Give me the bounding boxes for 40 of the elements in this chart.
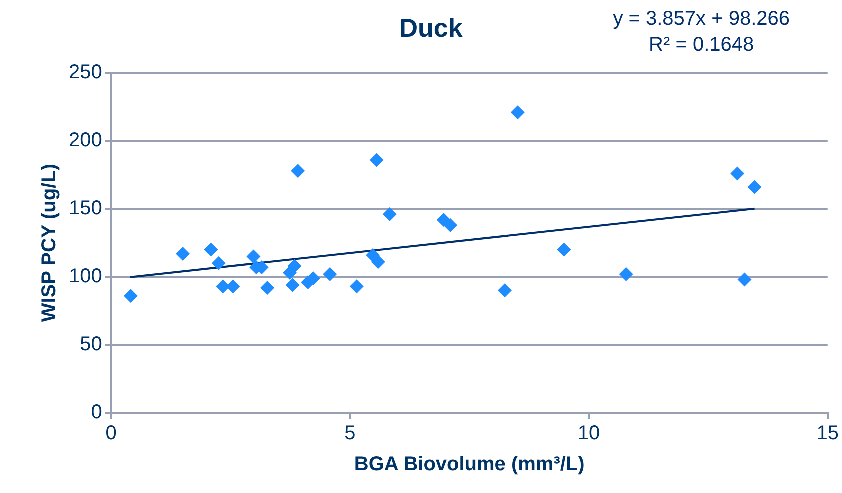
- text: R² = 0.1648: [648, 33, 756, 58]
- point: [738, 272, 752, 287]
- point: [350, 280, 364, 294]
- point: [557, 242, 572, 257]
- point: [283, 266, 298, 280]
- point: [370, 153, 384, 168]
- point: [124, 289, 138, 304]
- point: [371, 255, 386, 270]
- y-tick-label: 100: [68, 266, 102, 288]
- point: [212, 256, 226, 270]
- chart-title: Duck: [399, 12, 464, 43]
- point: [204, 242, 218, 257]
- point: [226, 280, 240, 294]
- point: [382, 208, 397, 222]
- y-axis-title: WISP PCY (ug/L): [38, 164, 61, 322]
- point: [323, 267, 338, 282]
- text: y = 3.857x + 98.266: [613, 7, 790, 32]
- point: [260, 280, 275, 295]
- x-tick-label: 10: [578, 422, 600, 445]
- point: [366, 248, 380, 262]
- point: [286, 278, 300, 292]
- point: [216, 280, 230, 294]
- point: [619, 267, 634, 282]
- y-tick-label: 150: [68, 198, 102, 220]
- y-tick-label: 0: [91, 402, 102, 424]
- point: [291, 164, 306, 178]
- point: [730, 166, 745, 181]
- y-tick-label: 250: [68, 62, 102, 84]
- x-tick-label: 15: [816, 422, 839, 445]
- point: [498, 284, 512, 298]
- point: [176, 246, 190, 261]
- y-tick-label: 200: [68, 130, 102, 152]
- point: [510, 106, 525, 120]
- y-tick-label: 50: [80, 334, 102, 356]
- point: [246, 250, 261, 264]
- x-tick-label: 0: [106, 422, 117, 445]
- point: [748, 180, 762, 194]
- x-axis-title: BGA Biovolume (mm³/L): [354, 454, 585, 476]
- x-tick-label: 5: [344, 422, 356, 445]
- point: [444, 218, 458, 232]
